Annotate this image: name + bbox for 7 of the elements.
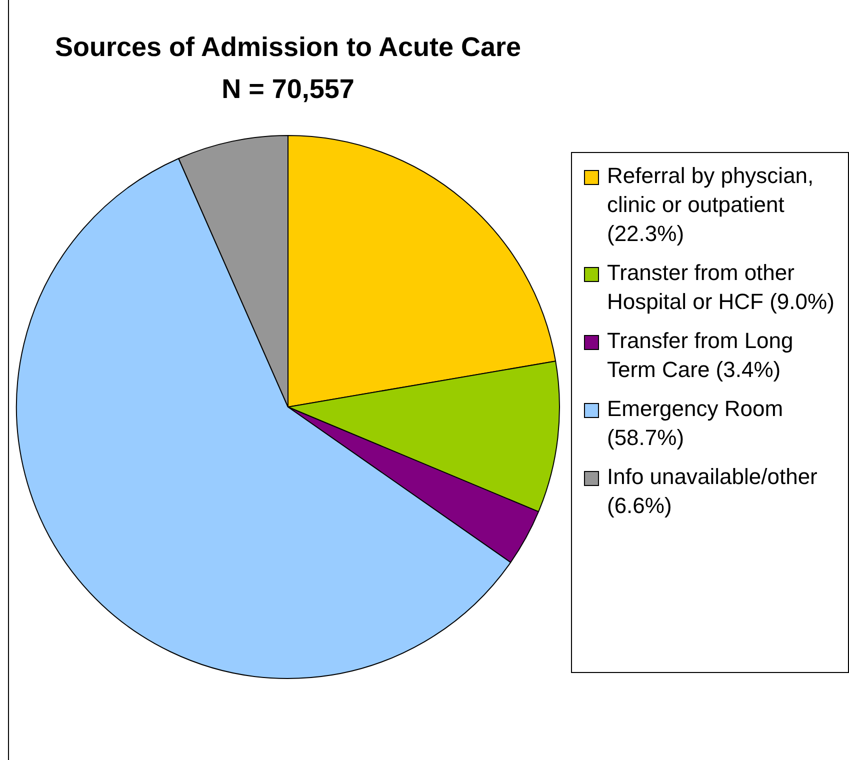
chart-subtitle: N = 70,557 bbox=[220, 73, 356, 106]
legend-label: Transter from other Hospital or HCF (9.0%) bbox=[607, 259, 836, 316]
legend-label: Info unavailable/other (6.6%) bbox=[607, 463, 818, 520]
legend-label: Transfer from Long Term Care (3.4%) bbox=[607, 327, 794, 384]
legend-label: Referral by physcian, clinic or outpatient (22.3%) bbox=[607, 162, 815, 248]
chart-title: Sources of Admission to Acute Care bbox=[54, 31, 522, 64]
legend-label: Emergency Room (58.7%) bbox=[607, 395, 784, 452]
